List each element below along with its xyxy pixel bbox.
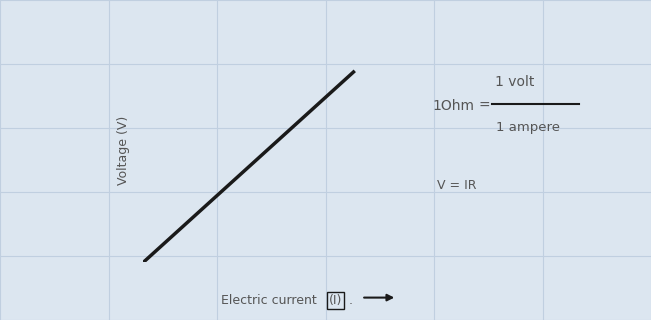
- Text: 1 volt: 1 volt: [495, 75, 534, 89]
- Text: V = IR: V = IR: [437, 179, 477, 192]
- Text: (I): (I): [329, 294, 342, 307]
- Text: =: =: [478, 99, 490, 113]
- Text: .: .: [349, 294, 353, 307]
- Text: 1 ampere: 1 ampere: [496, 122, 560, 134]
- Text: Electric current: Electric current: [221, 294, 317, 307]
- Text: 1Ohm: 1Ohm: [433, 99, 475, 113]
- Text: Voltage (V): Voltage (V): [117, 116, 130, 185]
